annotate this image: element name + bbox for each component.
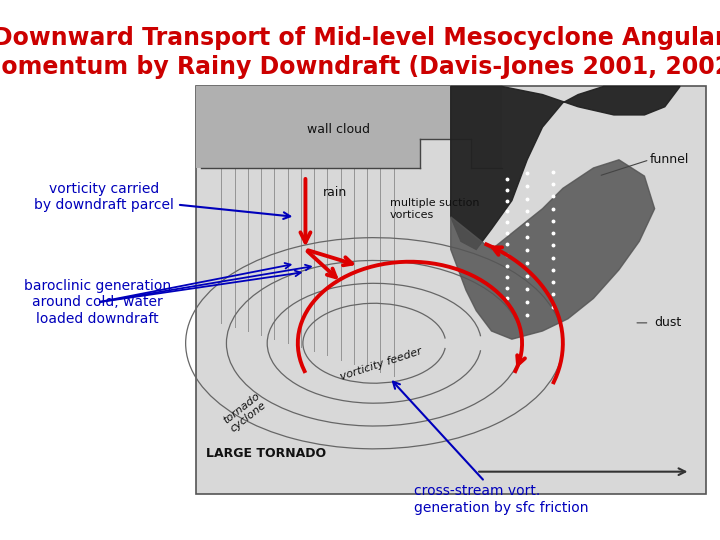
Polygon shape [451,86,680,249]
Text: cross-stream vort.
generation by sfc friction: cross-stream vort. generation by sfc fri… [393,382,588,515]
Bar [196,86,706,494]
Text: vorticity feeder: vorticity feeder [338,346,423,382]
Text: LARGE TORNADO: LARGE TORNADO [206,447,326,460]
Text: vorticity carried
by downdraft parcel: vorticity carried by downdraft parcel [35,182,290,219]
Polygon shape [451,160,654,339]
Text: multiple suction
vortices: multiple suction vortices [390,198,479,220]
Text: wall cloud: wall cloud [307,123,370,136]
Text: Momentum by Rainy Downdraft (Davis-Jones 2001, 2002): Momentum by Rainy Downdraft (Davis-Jones… [0,55,720,79]
Text: baroclinic generation
around cold, water
loaded downdraft: baroclinic generation around cold, water… [24,279,171,326]
Text: Downward Transport of Mid-level Mesocyclone Angular: Downward Transport of Mid-level Mesocycl… [0,26,720,50]
Text: dust: dust [654,316,682,329]
Text: rain: rain [323,186,348,199]
Polygon shape [196,86,502,168]
Text: tornado
cyclone: tornado cyclone [221,390,269,435]
Text: funnel: funnel [649,153,689,166]
